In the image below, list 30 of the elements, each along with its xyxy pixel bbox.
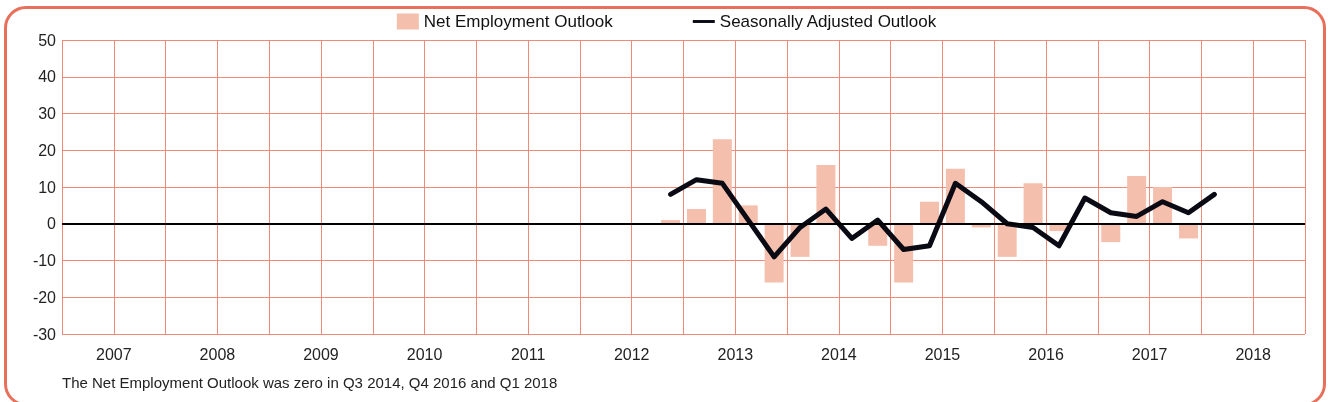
y-tick-label: 40 (38, 68, 57, 86)
text: The Net Employment Outlook was zero in Q3 2014, Q4 2016 and Q1 2018 (62, 374, 558, 391)
bar (1023, 183, 1043, 224)
bar (712, 139, 732, 224)
y-tick-label: 0 (47, 215, 57, 233)
x-tick-label: 2009 (303, 345, 339, 363)
x-tick-label: 2016 (1028, 345, 1064, 363)
legend-label: Net Employment Outlook (423, 12, 614, 31)
bar (920, 201, 940, 224)
x-tick-label: 2012 (613, 345, 650, 363)
y-tick-label: 30 (38, 105, 57, 122)
x-tick-label: 2014 (821, 345, 857, 363)
x-tick-label: 2007 (95, 345, 132, 363)
x-tick-label: 2017 (1131, 345, 1168, 363)
y-tick-label: 50 (38, 31, 57, 49)
x-tick-label: 2018 (1235, 345, 1272, 363)
x-tick-label: 2013 (717, 345, 754, 363)
y-tick-label: -30 (32, 325, 57, 343)
bar (1101, 223, 1121, 243)
x-tick-label: 2008 (199, 345, 236, 363)
y-tick-label: -10 (32, 252, 57, 269)
y-tick-label: 10 (38, 178, 57, 196)
x-tick-label: 2011 (510, 345, 546, 363)
bar (997, 223, 1017, 257)
y-tick-label: -20 (32, 288, 57, 306)
bar (686, 209, 706, 224)
y-tick-label: 20 (38, 141, 57, 159)
x-tick-label: 2010 (406, 345, 443, 363)
legend-label: Seasonally Adjusted Outlook (719, 12, 937, 31)
x-tick-label: 2015 (924, 345, 961, 363)
